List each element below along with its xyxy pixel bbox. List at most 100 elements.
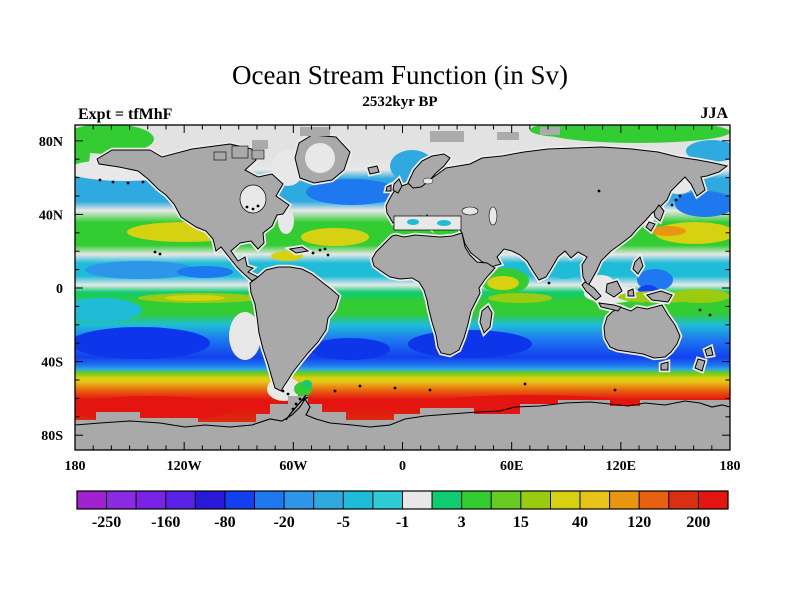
colorbar-cell	[372, 490, 403, 510]
lon-tick-label: 180	[65, 459, 86, 474]
stream-function-region	[75, 327, 210, 359]
stream-function-region	[165, 295, 225, 301]
colorbar-border	[76, 490, 729, 510]
landmass	[288, 246, 310, 254]
stream-function-region	[306, 179, 398, 205]
landmass	[96, 143, 290, 282]
season-label: JJA	[700, 105, 728, 122]
colorbar-cell	[520, 490, 551, 510]
island-dot	[613, 388, 617, 392]
antarctic-peninsula	[285, 394, 309, 421]
landmass	[645, 221, 656, 232]
landmass	[392, 178, 403, 194]
island-dot	[311, 251, 315, 255]
stream-function-region	[408, 330, 532, 358]
sea-ice-block	[497, 132, 519, 140]
mediterranean-gyre	[407, 219, 419, 225]
colorbar-cell	[431, 490, 463, 510]
island-dot	[153, 250, 157, 254]
stream-function-region	[553, 263, 577, 279]
island-dot	[674, 198, 678, 202]
stream-function-region	[301, 228, 369, 246]
landmass	[367, 165, 380, 175]
lon-tick-label: 120W	[167, 459, 202, 474]
island-dot	[318, 248, 322, 252]
island-dot	[126, 181, 130, 185]
stream-function-region	[75, 125, 154, 154]
colorbar-tick-label: 120	[627, 514, 651, 531]
island-dot	[428, 388, 432, 392]
colorbar-tick-label: -250	[92, 514, 121, 531]
subtitle: 2532kyr BP	[362, 94, 437, 110]
colorbar-cell	[697, 490, 729, 510]
island-dot	[547, 281, 551, 285]
island-dot	[158, 252, 162, 256]
island-dot	[141, 180, 145, 184]
island-dot	[291, 407, 295, 411]
lon-tick-label: 120E	[606, 459, 636, 474]
baltic-sea	[422, 177, 434, 185]
island-dot	[111, 180, 115, 184]
experiment-label: Expt = tfMhF	[78, 106, 173, 123]
sea-ice-block	[252, 140, 268, 149]
island-dot	[358, 384, 362, 388]
colorbar: -250 -160 -80 -20 -5 -1 3 15 40 120 200	[76, 490, 729, 531]
island-dot	[286, 392, 290, 396]
landmass	[627, 288, 635, 297]
lon-tick-label: 180	[720, 459, 741, 474]
greenland-ice	[305, 143, 335, 173]
colorbar-cell	[76, 490, 108, 510]
island-dot	[294, 402, 298, 406]
colorbar-cell	[165, 490, 196, 510]
stream-function-region	[75, 298, 142, 322]
colorbar-cell	[579, 490, 611, 510]
colorbar-cell	[194, 490, 226, 510]
colorbar-cell	[638, 490, 670, 510]
lon-tick-label: 60E	[500, 459, 523, 474]
island-dot	[708, 313, 712, 317]
island-dot	[256, 204, 260, 208]
lat-tick-label: 80N	[39, 135, 63, 150]
arctic-island	[213, 151, 227, 161]
island-dot	[245, 205, 249, 209]
colorbar-cell	[313, 490, 344, 510]
sea-ice-block	[430, 131, 464, 142]
island-dot	[523, 382, 527, 386]
island-dot	[251, 207, 255, 211]
stream-function-region	[229, 312, 261, 360]
sea-ice-block	[300, 127, 330, 136]
colorbar-tick-label: -20	[273, 514, 294, 531]
stream-function-region	[488, 293, 552, 303]
island-dot	[98, 178, 102, 182]
caspian-sea	[488, 206, 498, 226]
colorbar-cell	[224, 490, 255, 510]
island-dot	[393, 386, 397, 390]
lat-tick-label: 40S	[41, 356, 63, 371]
landmass	[605, 280, 623, 298]
landmass	[704, 346, 714, 357]
landmass	[660, 361, 669, 371]
landmass	[371, 232, 496, 356]
lat-tick-label: 0	[56, 282, 63, 297]
landmass	[407, 153, 451, 189]
island-dot	[678, 194, 682, 198]
island-dot	[670, 203, 674, 207]
colorbar-cell	[135, 490, 167, 510]
island-dot	[326, 253, 330, 257]
island-dot	[698, 308, 702, 312]
colorbar-tick-label: -5	[337, 514, 350, 531]
colorbar-tick-label: -160	[151, 514, 180, 531]
colorbar-tick-label: -1	[396, 514, 409, 531]
landmass	[632, 256, 644, 275]
stream-function-region	[686, 140, 730, 162]
landmass	[603, 304, 681, 359]
stream-function-region	[85, 261, 195, 279]
stream-function-region	[675, 191, 730, 217]
arctic-island	[251, 149, 265, 160]
island-dot	[597, 189, 601, 193]
lon-tick-label: 0	[399, 459, 406, 474]
stream-function-region	[650, 226, 686, 236]
